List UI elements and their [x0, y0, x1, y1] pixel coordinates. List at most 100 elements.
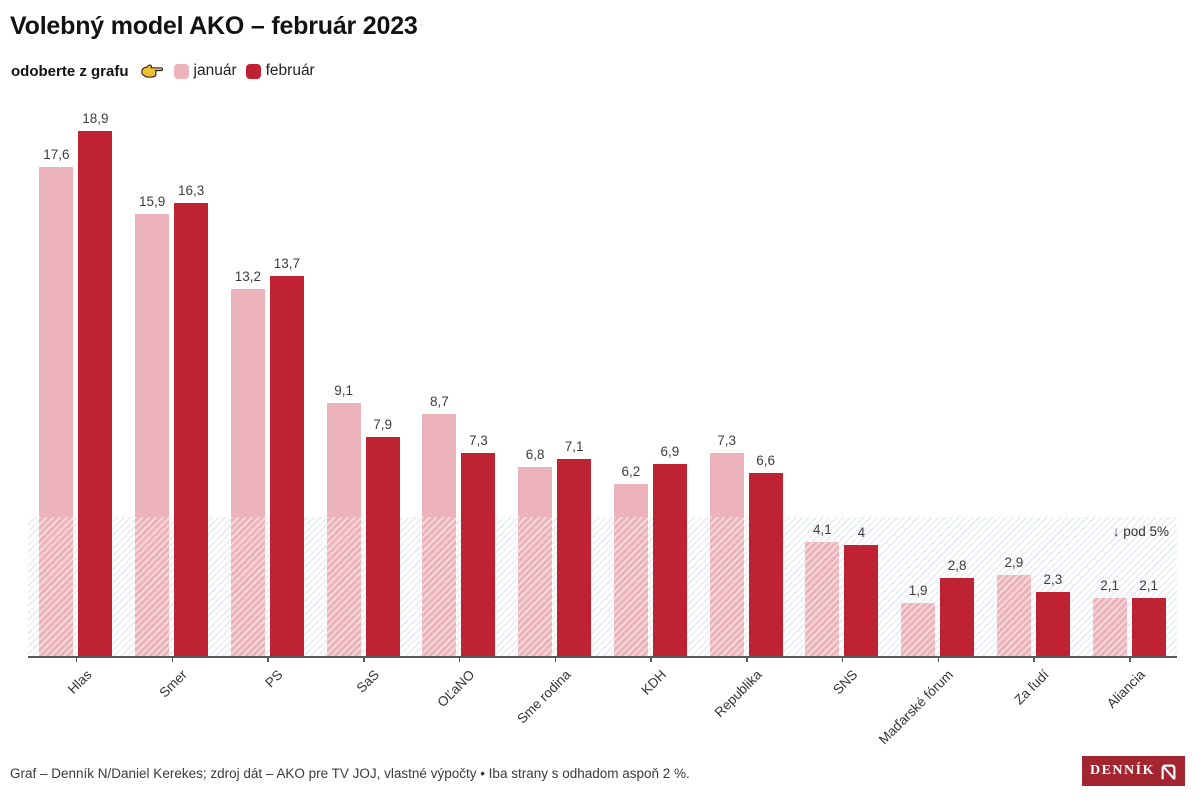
bar-value-label: 7,9: [373, 416, 393, 432]
x-axis-label: Za ľudí: [1011, 667, 1052, 708]
x-axis-label: Maďarské fórum: [876, 667, 957, 748]
bar-januar: [135, 214, 170, 656]
threshold-hatch-overlay: [901, 603, 936, 656]
bar-januar: [39, 167, 74, 656]
x-axis-label: Smer: [156, 667, 191, 701]
bar-februar: [844, 544, 879, 656]
bar-februar: [269, 275, 304, 656]
threshold-hatch-overlay: [1092, 597, 1127, 656]
bar-value-label: 1,9: [908, 583, 928, 599]
below-threshold-zone: ↓ pod 5%: [28, 517, 1177, 656]
bar-group: 1,9 2,8 Maďarské fórum: [876, 120, 986, 747]
threshold-hatch-overlay: [996, 575, 1031, 656]
plot-area: ↓ pod 5% 17,6 18,9 Hlas 15,9 16,3 Smer 13,2 13,…: [28, 111, 1177, 747]
threshold-label: ↓ pod 5%: [1112, 524, 1169, 540]
bar-value-label: 13,7: [273, 255, 301, 271]
bar-value-label: 6,8: [525, 447, 545, 463]
bar-group: 13,2 13,7 PS: [220, 120, 316, 690]
bar-februar: [78, 131, 113, 656]
bar-value-label: 7,3: [468, 433, 488, 449]
bar-value-label: 2,3: [1043, 572, 1063, 588]
legend-label-februar: február: [265, 62, 315, 79]
bar-group: 4,1 4 SNS: [794, 120, 890, 697]
bar-value-label: 17,6: [43, 147, 70, 163]
bar-group: 7,3 6,6 Republika: [698, 120, 794, 720]
bar-group: 15,9 16,3 Smer: [124, 120, 220, 700]
page-title: Volebný model AKO – február 2023: [10, 12, 418, 40]
bar-februar: [1035, 592, 1070, 656]
x-axis-tick: [75, 656, 78, 662]
x-axis-label: SaS: [353, 667, 382, 696]
bar-group: 9,1 7,9 SaS: [315, 120, 411, 696]
x-axis-tick: [841, 656, 844, 662]
x-axis-tick: [1033, 656, 1035, 662]
bar-value-label: 2,9: [1004, 555, 1024, 571]
bar-februar: [940, 578, 975, 656]
x-axis-tick: [363, 656, 365, 662]
bar-value-label: 7,1: [564, 438, 584, 454]
bar-januar: [613, 483, 648, 656]
x-axis-label: KDH: [638, 667, 669, 698]
x-axis-tick: [1129, 656, 1131, 662]
bar-value-label: 15,9: [138, 194, 166, 210]
source-credit: Graf – Denník N/Daniel Kerekes; zdroj dá…: [10, 766, 690, 781]
logo-wordmark: DENNÍK: [1089, 763, 1155, 778]
dennik-n-mark-icon: [1160, 763, 1177, 780]
x-axis-label: PS: [262, 667, 286, 691]
bar-januar: [326, 403, 361, 656]
bar-value-label: 9,1: [334, 383, 354, 399]
threshold-hatch-overlay: [422, 517, 457, 656]
bar-group: 2,9 2,3 Za ľudí: [986, 120, 1082, 707]
bar-value-label: 16,3: [177, 183, 205, 199]
legend-item-februar[interactable]: február: [245, 62, 315, 80]
legend-swatch-februar: [245, 63, 261, 79]
x-axis-tick: [650, 656, 652, 662]
backhand-index-pointing-right-icon: [140, 63, 163, 79]
bar-value-label: 8,7: [429, 394, 449, 410]
bar-value-label: 4,1: [812, 522, 832, 538]
x-axis-tick: [937, 656, 940, 662]
x-axis-label: OĽaNO: [434, 667, 478, 710]
bar-januar: [422, 414, 457, 656]
bar-group: 8,7 7,3 OĽaNO: [411, 120, 507, 710]
bar-groups: 17,6 18,9 Hlas 15,9 16,3 Smer 13,2 13,7 PS 9,1 7,9…: [28, 111, 1177, 747]
threshold-hatch-overlay: [135, 517, 170, 656]
bar-value-label: 2,1: [1100, 577, 1120, 593]
bar-group: 6,8 7,1 Sme rodina: [507, 120, 603, 726]
bar-januar: [518, 467, 553, 656]
bar-group: 17,6 18,9 Hlas: [28, 111, 124, 697]
bar-januar: [996, 575, 1031, 656]
threshold-hatch-overlay: [326, 517, 361, 656]
bar-januar: [230, 289, 265, 656]
legend-hint-text: odoberte z grafu: [11, 62, 129, 80]
dennik-n-logo[interactable]: DENNÍK: [1081, 756, 1185, 786]
bar-februar: [1131, 597, 1166, 656]
legend-item-januar[interactable]: január: [173, 62, 237, 80]
x-axis-tick: [171, 656, 174, 662]
bar-value-label: 2,1: [1139, 577, 1159, 593]
bar-januar: [805, 542, 840, 656]
x-axis-line: [28, 656, 1177, 658]
bar-januar: [1092, 597, 1127, 656]
x-axis-tick: [554, 656, 557, 662]
bar-value-label: 13,2: [234, 269, 262, 285]
threshold-hatch-overlay: [230, 517, 265, 656]
legend-label-januar: január: [193, 62, 237, 79]
threshold-hatch-overlay: [613, 517, 648, 656]
x-axis-label: Aliancia: [1103, 667, 1148, 712]
x-axis-tick: [746, 656, 748, 662]
x-axis-label: Sme rodina: [513, 667, 574, 727]
x-axis-tick: [458, 656, 461, 662]
x-axis-label: SNS: [830, 667, 861, 698]
bar-value-label: 6,6: [756, 452, 776, 468]
threshold-hatch-overlay: [518, 517, 553, 656]
threshold-hatch-overlay: [805, 542, 840, 656]
bar-value-label: 6,9: [660, 444, 680, 460]
bar-value-label: 6,2: [621, 463, 641, 479]
bar-februar: [461, 453, 496, 656]
bar-group: 2,1 2,1 Aliancia: [1081, 120, 1177, 711]
bar-group: 6,2 6,9 KDH: [603, 120, 699, 698]
legend-swatch-januar: [173, 63, 189, 79]
bar-januar: [709, 453, 744, 656]
